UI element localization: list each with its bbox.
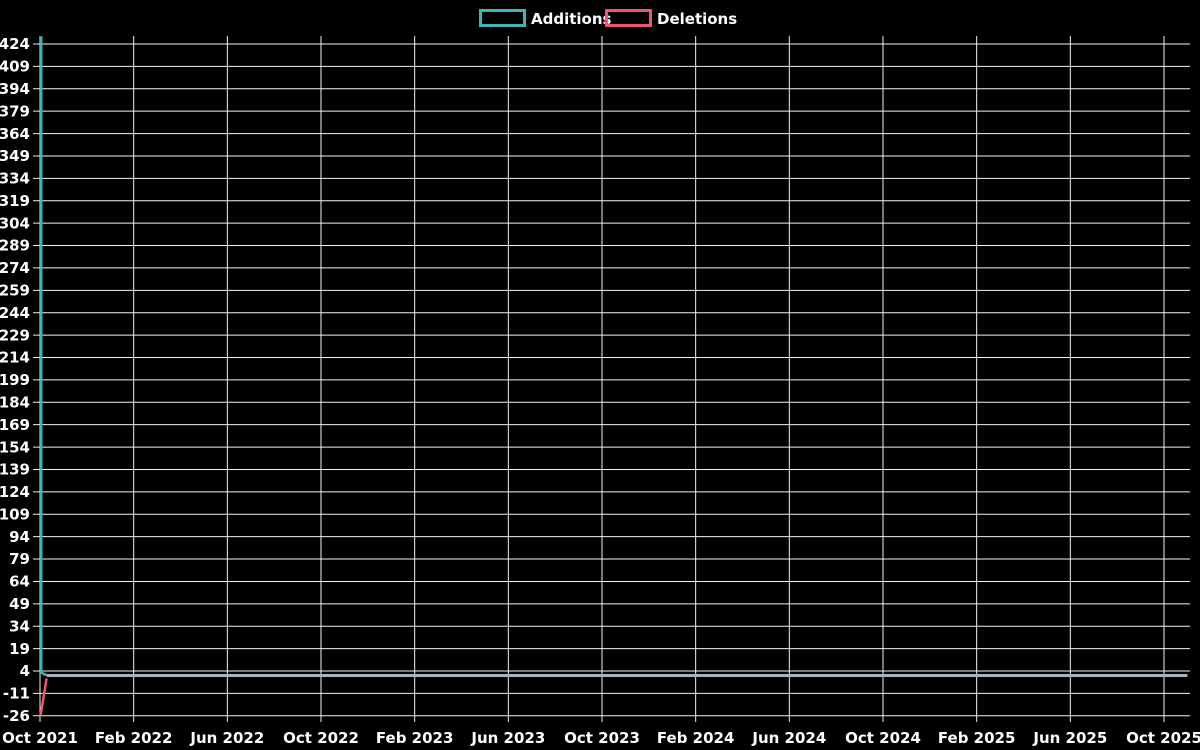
y-tick-label: 304 — [0, 214, 30, 232]
x-tick-label: Feb 2025 — [938, 729, 1016, 747]
y-tick-label: 214 — [0, 349, 30, 367]
legend-label-deletions: Deletions — [657, 10, 737, 28]
y-tick-label: 139 — [0, 461, 30, 479]
y-tick-label: 244 — [0, 304, 30, 322]
x-tick-label: Jun 2022 — [189, 729, 264, 747]
y-tick-label: 199 — [0, 371, 30, 389]
y-tick-label: 49 — [9, 595, 30, 613]
y-tick-label: 4 — [20, 662, 30, 680]
y-tick-label: 229 — [0, 326, 30, 344]
x-tick-label: Jun 2023 — [470, 729, 545, 747]
y-tick-label: 124 — [0, 483, 30, 501]
x-tick-label: Jun 2024 — [751, 729, 826, 747]
y-tick-label: 259 — [0, 282, 30, 300]
y-tick-label: 34 — [9, 617, 30, 635]
grid-vertical — [39, 36, 1165, 722]
y-tick-label: -26 — [3, 707, 30, 725]
legend-item-additions[interactable]: Additions — [479, 9, 612, 28]
y-tick-label: -11 — [3, 685, 30, 703]
y-tick-label: 379 — [0, 102, 30, 120]
y-tick-label: 169 — [0, 416, 30, 434]
x-tick-label: Oct 2022 — [283, 729, 359, 747]
x-tick-label: Oct 2023 — [564, 729, 640, 747]
x-tick-label: Jun 2025 — [1032, 729, 1107, 747]
y-tick-label: 109 — [0, 505, 30, 523]
y-tick-label: 289 — [0, 237, 30, 255]
legend-item-deletions[interactable]: Deletions — [605, 9, 738, 28]
y-tick-label: 364 — [0, 125, 30, 143]
y-tick-label: 274 — [0, 259, 30, 277]
y-tick-label: 154 — [0, 438, 30, 456]
y-axis-labels: 424 409 394 379 364 349 334 319 304 289 274 259 244 2… — [0, 35, 30, 725]
x-tick-label: Feb 2023 — [376, 729, 454, 747]
y-tick-label: 334 — [0, 170, 30, 188]
y-tick-label: 409 — [0, 58, 30, 76]
legend-swatch-additions — [479, 9, 526, 27]
deletions-rise-line — [39, 678, 48, 717]
x-tick-label: Oct 2025 — [1126, 729, 1200, 747]
x-tick-label: Feb 2024 — [657, 729, 735, 747]
y-tick-label: 79 — [9, 550, 30, 568]
y-tick-label: 64 — [9, 573, 30, 591]
y-tick-label: 94 — [9, 528, 30, 546]
legend-label-additions: Additions — [531, 10, 612, 28]
x-axis-labels: Oct 2021 Feb 2022 Jun 2022 Oct 2022 Feb 2023… — [2, 729, 1200, 747]
y-tick-label: 184 — [0, 393, 30, 411]
x-tick-label: Oct 2021 — [2, 729, 78, 747]
legend: Additions Deletions — [479, 9, 738, 28]
y-tick-label: 349 — [0, 147, 30, 165]
y-tick-label: 424 — [0, 35, 30, 53]
y-tick-label: 394 — [0, 80, 30, 98]
series-lines — [39, 36, 1188, 717]
legend-swatch-deletions — [605, 9, 652, 27]
additions-spike-line — [39, 36, 48, 677]
grid-horizontal — [33, 43, 1190, 717]
x-tick-label: Feb 2022 — [95, 729, 173, 747]
y-tick-label: 319 — [0, 192, 30, 210]
x-tick-label: Oct 2024 — [845, 729, 921, 747]
y-tick-label: 19 — [9, 640, 30, 658]
